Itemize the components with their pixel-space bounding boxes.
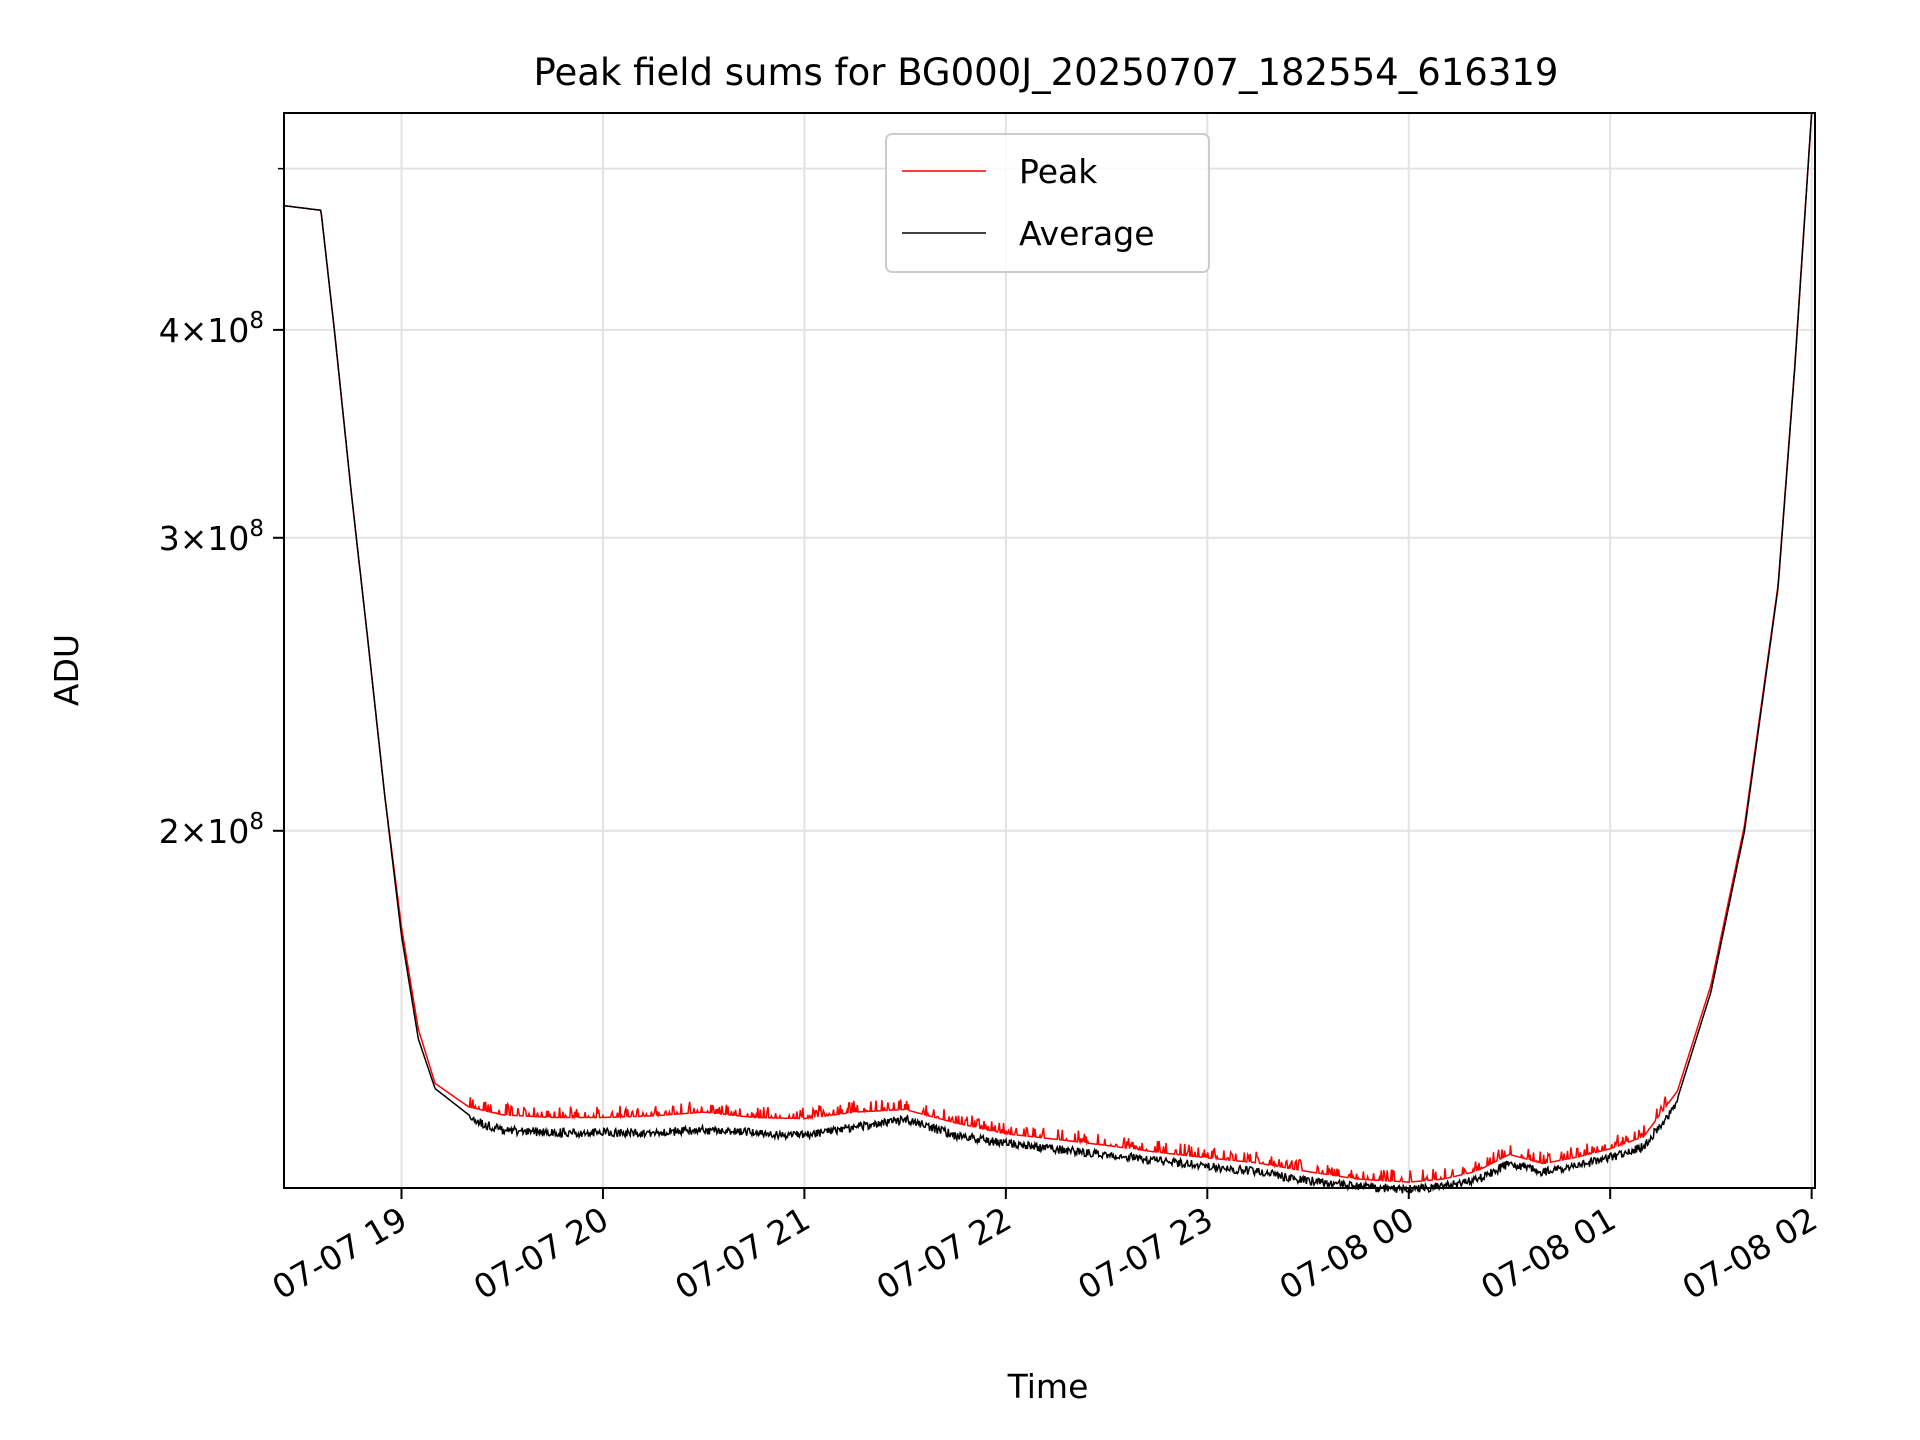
gridlines bbox=[284, 113, 1815, 1188]
y-tick-base: 4 bbox=[159, 311, 180, 350]
y-tick-mult: × bbox=[180, 812, 208, 851]
y-tick-label: 3×108 bbox=[159, 516, 264, 558]
y-tick-label: 2×108 bbox=[159, 809, 264, 851]
x-axis-label: Time bbox=[1007, 1367, 1089, 1406]
y-tick-base: 3 bbox=[159, 519, 180, 558]
plot-frame bbox=[283, 112, 1816, 1189]
x-tick-label: 07-08 00 bbox=[1273, 1199, 1421, 1307]
x-tick-label: 07-07 23 bbox=[1071, 1199, 1219, 1307]
y-tick-base: 2 bbox=[159, 812, 180, 851]
x-tick-label: 07-07 20 bbox=[467, 1199, 615, 1307]
chart-title: Peak field sums for BG000J_20250707_1825… bbox=[534, 51, 1559, 94]
series-layer bbox=[283, 112, 1815, 1195]
y-tick-mult: × bbox=[180, 519, 208, 558]
x-tick-label: 07-07 21 bbox=[668, 1199, 816, 1307]
series-line-peak bbox=[283, 112, 1815, 1183]
y-tick-ten: 10 bbox=[207, 311, 249, 350]
legend-peak-label: Peak bbox=[1019, 152, 1098, 191]
x-tick-label: 07-07 19 bbox=[266, 1199, 414, 1307]
y-axis-label: ADU bbox=[47, 634, 86, 706]
y-tick-label: 4×108 bbox=[159, 308, 264, 350]
series-line-average bbox=[283, 112, 1815, 1195]
legend: Peak Average bbox=[885, 133, 1210, 273]
y-tick-ten: 10 bbox=[207, 519, 249, 558]
y-tick-exp: 8 bbox=[249, 308, 264, 334]
y-tick-exp: 8 bbox=[249, 809, 264, 835]
x-axis: 07-07 19 07-07 20 07-07 21 07-07 22 07-07 23… bbox=[266, 1188, 1824, 1307]
x-tick-label: 07-07 22 bbox=[870, 1199, 1018, 1307]
x-tick-label: 07-08 01 bbox=[1474, 1199, 1622, 1307]
y-tick-exp: 8 bbox=[249, 516, 264, 542]
plot-background bbox=[284, 113, 1815, 1188]
legend-average-label: Average bbox=[1019, 214, 1155, 253]
legend-box bbox=[885, 133, 1210, 273]
y-tick-ten: 10 bbox=[207, 812, 249, 851]
plot-area bbox=[283, 112, 1816, 1195]
y-tick-mult: × bbox=[180, 311, 208, 350]
x-tick-label: 07-08 02 bbox=[1676, 1199, 1824, 1307]
